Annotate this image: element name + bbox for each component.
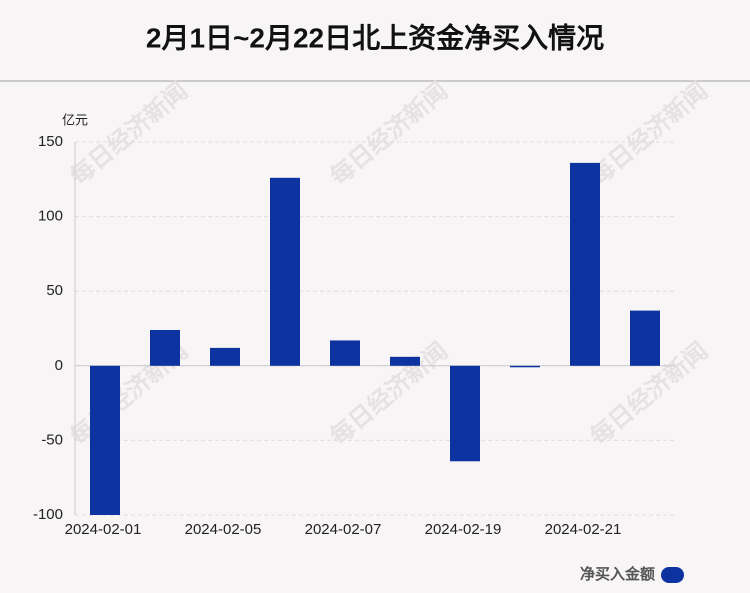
x-tick-label: 2024-02-01	[65, 521, 142, 538]
x-tick-label: 2024-02-19	[425, 521, 502, 538]
chart-title: 2月1日~2月22日北上资金净买入情况	[146, 21, 604, 53]
y-tick-label: 50	[46, 282, 63, 299]
y-tick-label: 150	[38, 133, 63, 150]
bar	[90, 365, 120, 515]
bar	[210, 347, 240, 366]
legend-label: 净买入金额	[580, 565, 655, 583]
bar	[630, 310, 660, 366]
y-tick-label: 100	[38, 208, 63, 225]
bar	[510, 365, 540, 368]
y-tick-label: -50	[41, 431, 63, 448]
bar	[150, 329, 180, 366]
y-unit: 亿元	[62, 112, 88, 127]
bar	[450, 365, 480, 462]
x-tick-label: 2024-02-05	[185, 521, 262, 538]
y-tick-label: -100	[33, 506, 63, 523]
bar	[330, 340, 360, 366]
y-tick-label: 0	[55, 357, 63, 374]
x-tick-label: 2024-02-07	[305, 521, 382, 538]
bar	[390, 356, 420, 366]
legend-swatch	[661, 567, 684, 583]
bar	[570, 162, 600, 366]
x-tick-label: 2024-02-21	[545, 521, 622, 538]
bar	[270, 177, 300, 366]
